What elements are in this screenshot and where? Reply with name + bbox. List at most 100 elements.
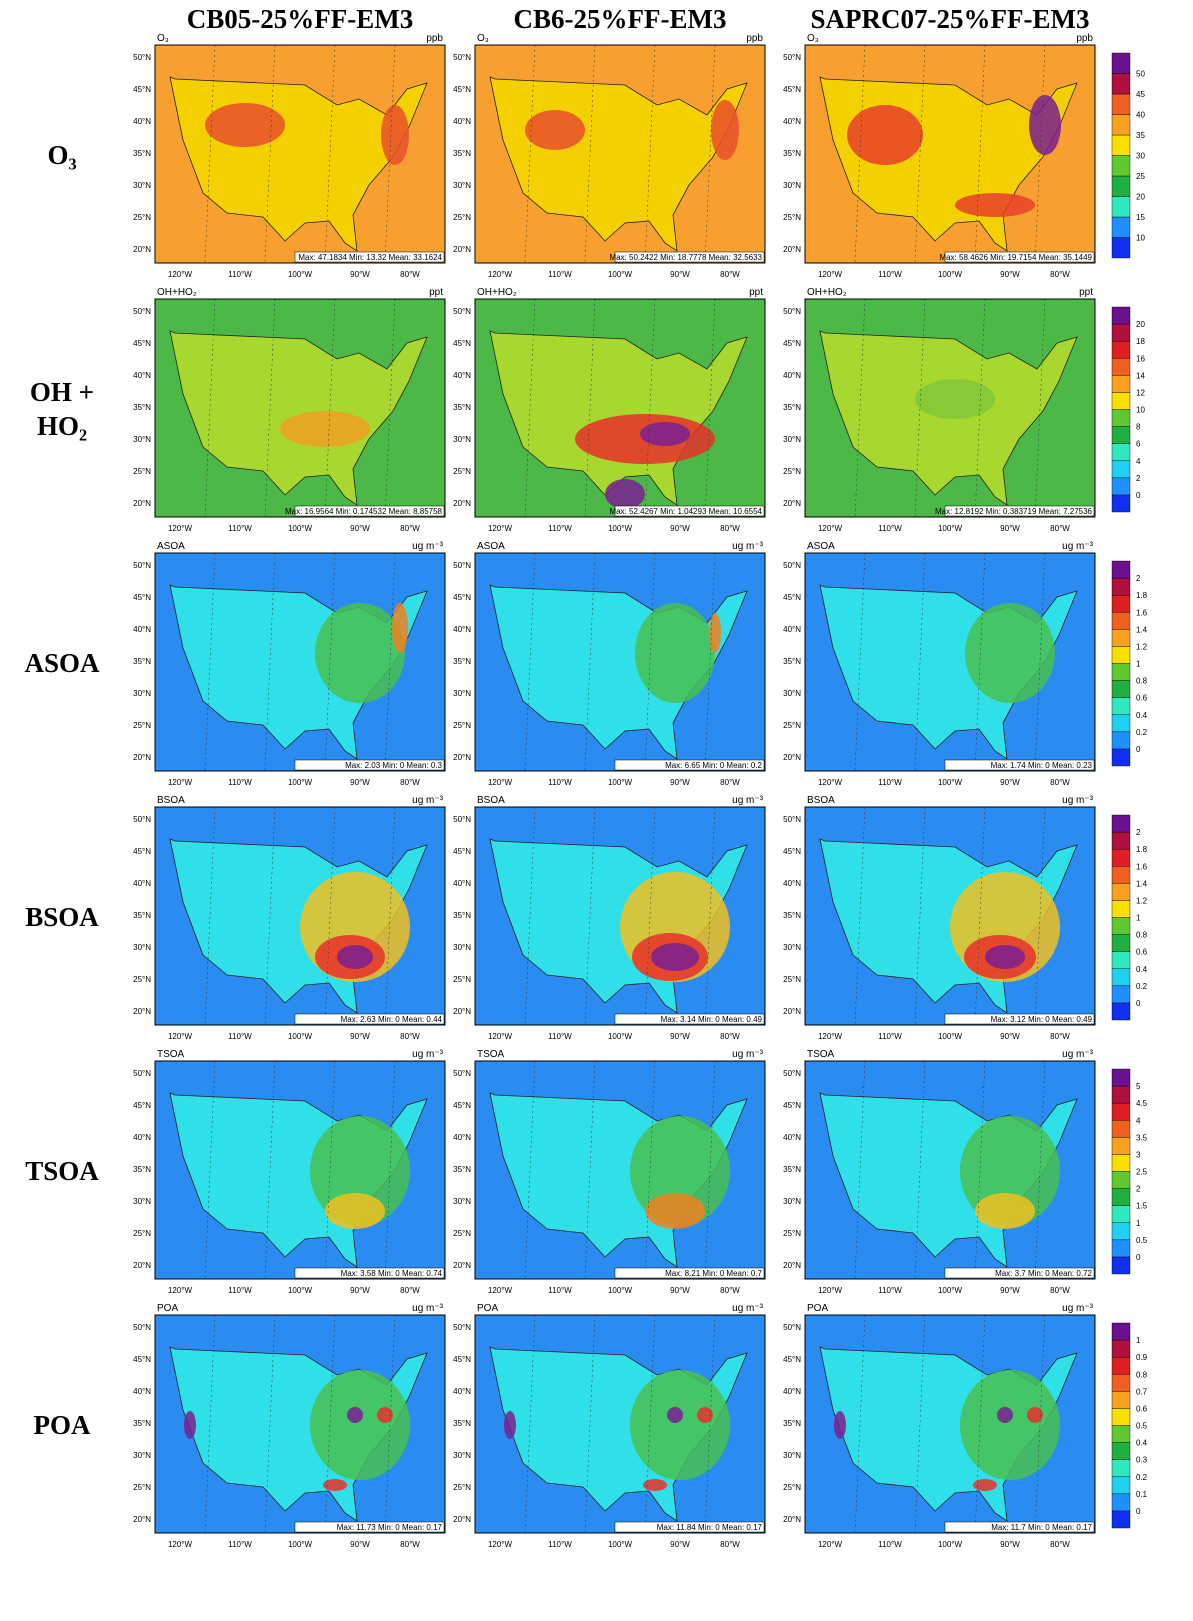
colorbar-label: 50 (1136, 70, 1145, 79)
lat-tick-label: 50°N (453, 1069, 471, 1078)
concentration-area (643, 1479, 667, 1491)
colorbar-label: 10 (1136, 406, 1145, 415)
lon-tick-label: 100°W (288, 270, 313, 279)
colorbar-label: 0 (1136, 1507, 1141, 1516)
lon-tick-label: 120°W (818, 1286, 843, 1295)
lat-tick-label: 30°N (453, 1197, 471, 1206)
lat-tick-label: 40°N (783, 117, 801, 126)
map-panel (474, 1060, 766, 1280)
row-label: BSOA (25, 902, 99, 932)
lat-tick-label: 20°N (783, 1007, 801, 1016)
colorbar-box (1111, 1356, 1131, 1375)
lat-tick-label: 45°N (453, 1355, 471, 1364)
lon-tick-label: 80°W (720, 778, 740, 787)
lon-tick-label: 110°W (878, 778, 902, 787)
colorbar-box (1111, 934, 1131, 952)
colorbar-label: 0.5 (1136, 1422, 1148, 1431)
colorbar-label: 1 (1136, 1219, 1141, 1228)
lat-tick-label: 40°N (453, 117, 471, 126)
graticule (324, 1314, 336, 1534)
graticule (584, 552, 596, 772)
variable-label: BSOA (477, 795, 505, 806)
map-frame (804, 552, 1096, 772)
lat-tick-label: 45°N (133, 85, 151, 94)
colorbar-label: 2 (1136, 828, 1141, 837)
colorbar-box (1111, 1256, 1131, 1275)
colorbar-label: 0 (1136, 491, 1141, 500)
colorbar-label: 0 (1136, 1253, 1141, 1262)
lat-tick-label: 20°N (453, 499, 471, 508)
lat-tick-label: 50°N (453, 561, 471, 570)
stats-box (294, 1521, 445, 1533)
lat-tick-label: 30°N (133, 943, 151, 952)
lon-tick-label: 80°W (400, 1032, 420, 1041)
map-panel (154, 806, 446, 1026)
colorbar-box (1111, 93, 1131, 115)
variable-label: OH+HO₂ (157, 287, 197, 298)
lon-tick-label: 110°W (228, 778, 252, 787)
colorbar-box (1111, 917, 1131, 935)
lat-tick-label: 30°N (453, 435, 471, 444)
graticule (264, 298, 276, 518)
variable-label: OH+HO₂ (807, 287, 847, 298)
colorbar-box (1111, 1493, 1131, 1512)
graticule (854, 1060, 866, 1280)
unit-label: ug m⁻³ (412, 795, 444, 806)
graticule (584, 298, 596, 518)
lon-tick-label: 80°W (720, 1032, 740, 1041)
concentration-area (1027, 1407, 1043, 1423)
colorbar-label: 20 (1136, 320, 1145, 329)
stats: Max: 11.73 Min: 0 Mean: 0.17 (337, 1523, 443, 1532)
lat-tick-label: 25°N (133, 213, 151, 222)
stats-box (614, 759, 765, 771)
stats: Max: 3.12 Min: 0 Mean: 0.49 (991, 1015, 1093, 1024)
lon-tick-label: 100°W (608, 1032, 633, 1041)
colorbar-label: 1.4 (1136, 625, 1148, 634)
variable-label: O₃ (807, 33, 819, 44)
stats-box (614, 1013, 765, 1025)
lat-tick-label: 50°N (133, 1069, 151, 1078)
lon-tick-label: 100°W (288, 1540, 313, 1549)
lat-tick-label: 20°N (783, 1261, 801, 1270)
map-panel (804, 298, 1096, 518)
lat-tick-label: 40°N (133, 371, 151, 380)
map-panel (154, 1314, 446, 1534)
lon-tick-label: 110°W (548, 778, 572, 787)
lat-tick-label: 50°N (453, 815, 471, 824)
colorbar-box (1111, 814, 1131, 833)
graticule (584, 44, 596, 264)
colorbar-box (1111, 612, 1131, 630)
colorbar-box (1111, 52, 1131, 74)
concentration-area (640, 422, 690, 446)
colorbar-label: 40 (1136, 111, 1145, 120)
colorbar-box (1111, 306, 1131, 325)
colorbar-label: 0.8 (1136, 677, 1148, 686)
concentration-area (834, 1411, 846, 1439)
map-frame (154, 298, 446, 518)
colorbar-label: 0.6 (1136, 948, 1148, 957)
map-panel (474, 552, 766, 772)
map-panel (154, 552, 446, 772)
concentration-area (997, 1407, 1013, 1423)
graticule (974, 1314, 986, 1534)
lon-tick-label: 80°W (720, 1540, 740, 1549)
map-frame (474, 552, 766, 772)
lon-tick-label: 80°W (720, 1286, 740, 1295)
unit-label: ug m⁻³ (732, 541, 764, 552)
colorbar-box (1111, 1154, 1131, 1172)
graticule (324, 552, 336, 772)
lon-tick-label: 100°W (288, 1286, 313, 1295)
lat-tick-label: 25°N (133, 1483, 151, 1492)
row-label: ASOA (24, 648, 100, 678)
colorbar-box (1111, 375, 1131, 393)
colorbar-label: 0.2 (1136, 1473, 1148, 1482)
graticule (1034, 1314, 1046, 1534)
graticule (1034, 806, 1046, 1026)
stats: Max: 2.63 Min: 0 Mean: 0.44 (341, 1015, 443, 1024)
lat-tick-label: 50°N (783, 53, 801, 62)
lon-tick-label: 80°W (1050, 1286, 1070, 1295)
colorbar-box (1111, 883, 1131, 901)
lat-tick-label: 40°N (783, 1387, 801, 1396)
lat-tick-label: 20°N (453, 753, 471, 762)
lon-tick-label: 110°W (228, 1032, 252, 1041)
